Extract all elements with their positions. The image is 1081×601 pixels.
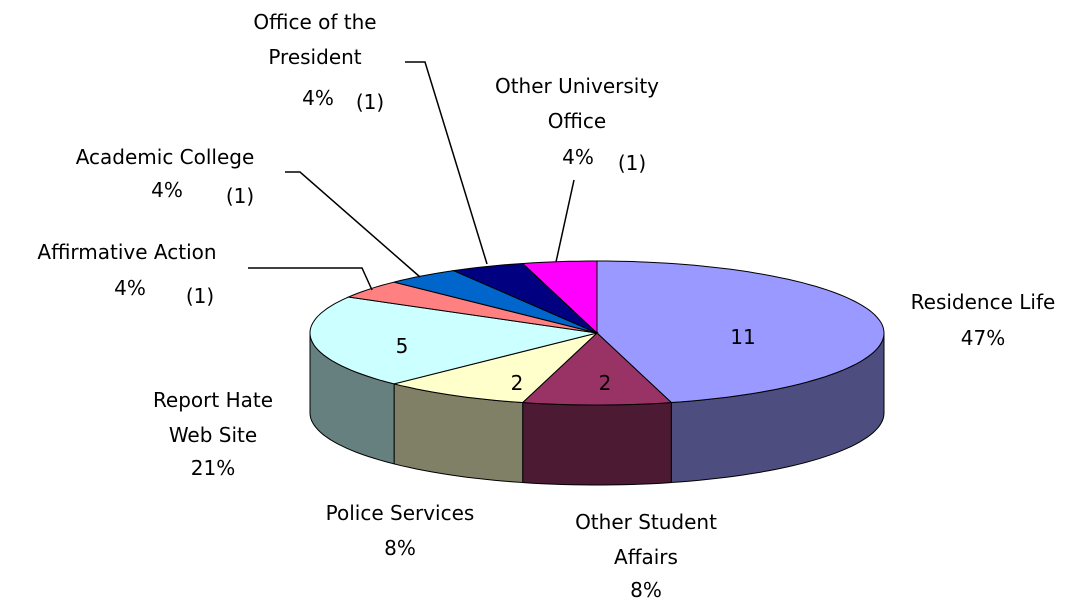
slice <box>451 262 598 334</box>
percentage-label: 21% <box>190 455 236 480</box>
category-label: Other University Office <box>494 73 660 133</box>
percentage-label: 4% <box>562 144 594 169</box>
value-label: (1) <box>617 150 647 175</box>
leader-line <box>555 179 575 263</box>
percentage-label: 4% <box>114 275 146 300</box>
percentage-label: 8% <box>630 577 662 601</box>
leader-line <box>248 267 373 291</box>
percentage-label: 4% <box>151 177 183 202</box>
value-label: 11 <box>730 324 756 349</box>
slice <box>393 270 598 334</box>
category-label: Residence Life <box>910 289 1056 314</box>
slice <box>521 332 673 406</box>
category-label: Affirmative Action <box>37 239 217 264</box>
leader-line <box>405 61 488 265</box>
category-label: Academic College <box>75 144 255 169</box>
leader-line <box>285 171 421 278</box>
category-label: Police Services <box>325 500 475 525</box>
value-label: (1) <box>355 89 385 114</box>
percentage-label: 47% <box>960 325 1006 350</box>
value-label: 5 <box>395 333 409 358</box>
slice <box>596 260 885 404</box>
category-label: Other Student Affairs <box>575 509 717 569</box>
slice <box>521 260 598 335</box>
slice <box>393 332 599 404</box>
slice-side <box>522 401 672 486</box>
percentage-label: 4% <box>302 85 334 110</box>
value-label: (1) <box>225 183 255 208</box>
value-label: 2 <box>598 370 612 395</box>
slice <box>346 281 598 334</box>
percentage-label: 8% <box>384 535 416 560</box>
value-label: (1) <box>185 283 215 308</box>
slice <box>309 296 598 385</box>
category-label: Report Hate Web Site <box>152 387 274 447</box>
value-label: 2 <box>510 370 524 395</box>
category-label: Office of the President <box>253 9 377 69</box>
